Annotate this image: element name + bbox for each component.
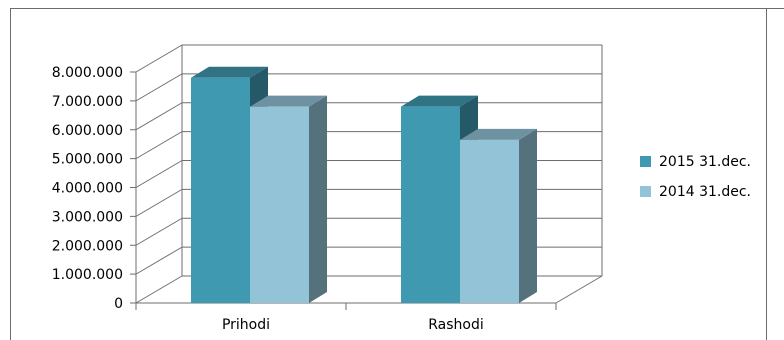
bar-side-2-2	[519, 128, 537, 303]
y-tick-label-4: 4.000.000	[52, 181, 123, 197]
bar-2-2	[460, 139, 519, 303]
y-tick-label-3: 3.000.000	[52, 209, 123, 225]
legend-swatch-1	[640, 156, 651, 167]
frame-border-left	[10, 8, 11, 340]
bar-1-2	[250, 106, 309, 304]
x-category-label-2: Rashodi	[428, 317, 484, 333]
frame-border-right	[766, 8, 767, 340]
gridline-left-2	[135, 217, 183, 246]
legend-label-2: 2014 31.dec.	[659, 184, 751, 200]
legend-label-1: 2015 31.dec.	[659, 154, 751, 170]
frame-border-top	[10, 8, 784, 9]
gridline-left-1	[135, 246, 183, 275]
y-tick-label-5: 5.000.000	[52, 152, 123, 168]
gridline-left-0	[135, 275, 183, 304]
bar-2-1	[401, 106, 460, 304]
y-tick-label-2: 2.000.000	[52, 238, 123, 254]
gridline-left-8	[135, 44, 183, 73]
bar-top-2-2	[460, 128, 537, 140]
gridline-left-3	[135, 188, 183, 217]
floor-right-edge	[555, 275, 603, 304]
y-tick-label-7: 7.000.000	[52, 94, 123, 110]
y-tick-label-1: 1.000.000	[52, 267, 123, 283]
y-tick-label-0: 0	[114, 296, 123, 312]
y-tick-label-8: 8.000.000	[52, 65, 123, 81]
gridline-left-6	[135, 102, 183, 131]
bar-1-1	[191, 77, 250, 304]
legend-swatch-2	[640, 186, 651, 197]
gridline-left-7	[135, 73, 183, 102]
gridline-left-5	[135, 131, 183, 160]
bar-side-1-2	[309, 95, 327, 304]
gridline-left-4	[135, 160, 183, 188]
bar-top-1-1	[191, 66, 268, 78]
bar-top-1-2	[250, 95, 327, 107]
bar-top-2-1	[401, 95, 478, 107]
y-tick-label-6: 6.000.000	[52, 123, 123, 139]
x-category-label-1: Prihodi	[222, 317, 270, 333]
